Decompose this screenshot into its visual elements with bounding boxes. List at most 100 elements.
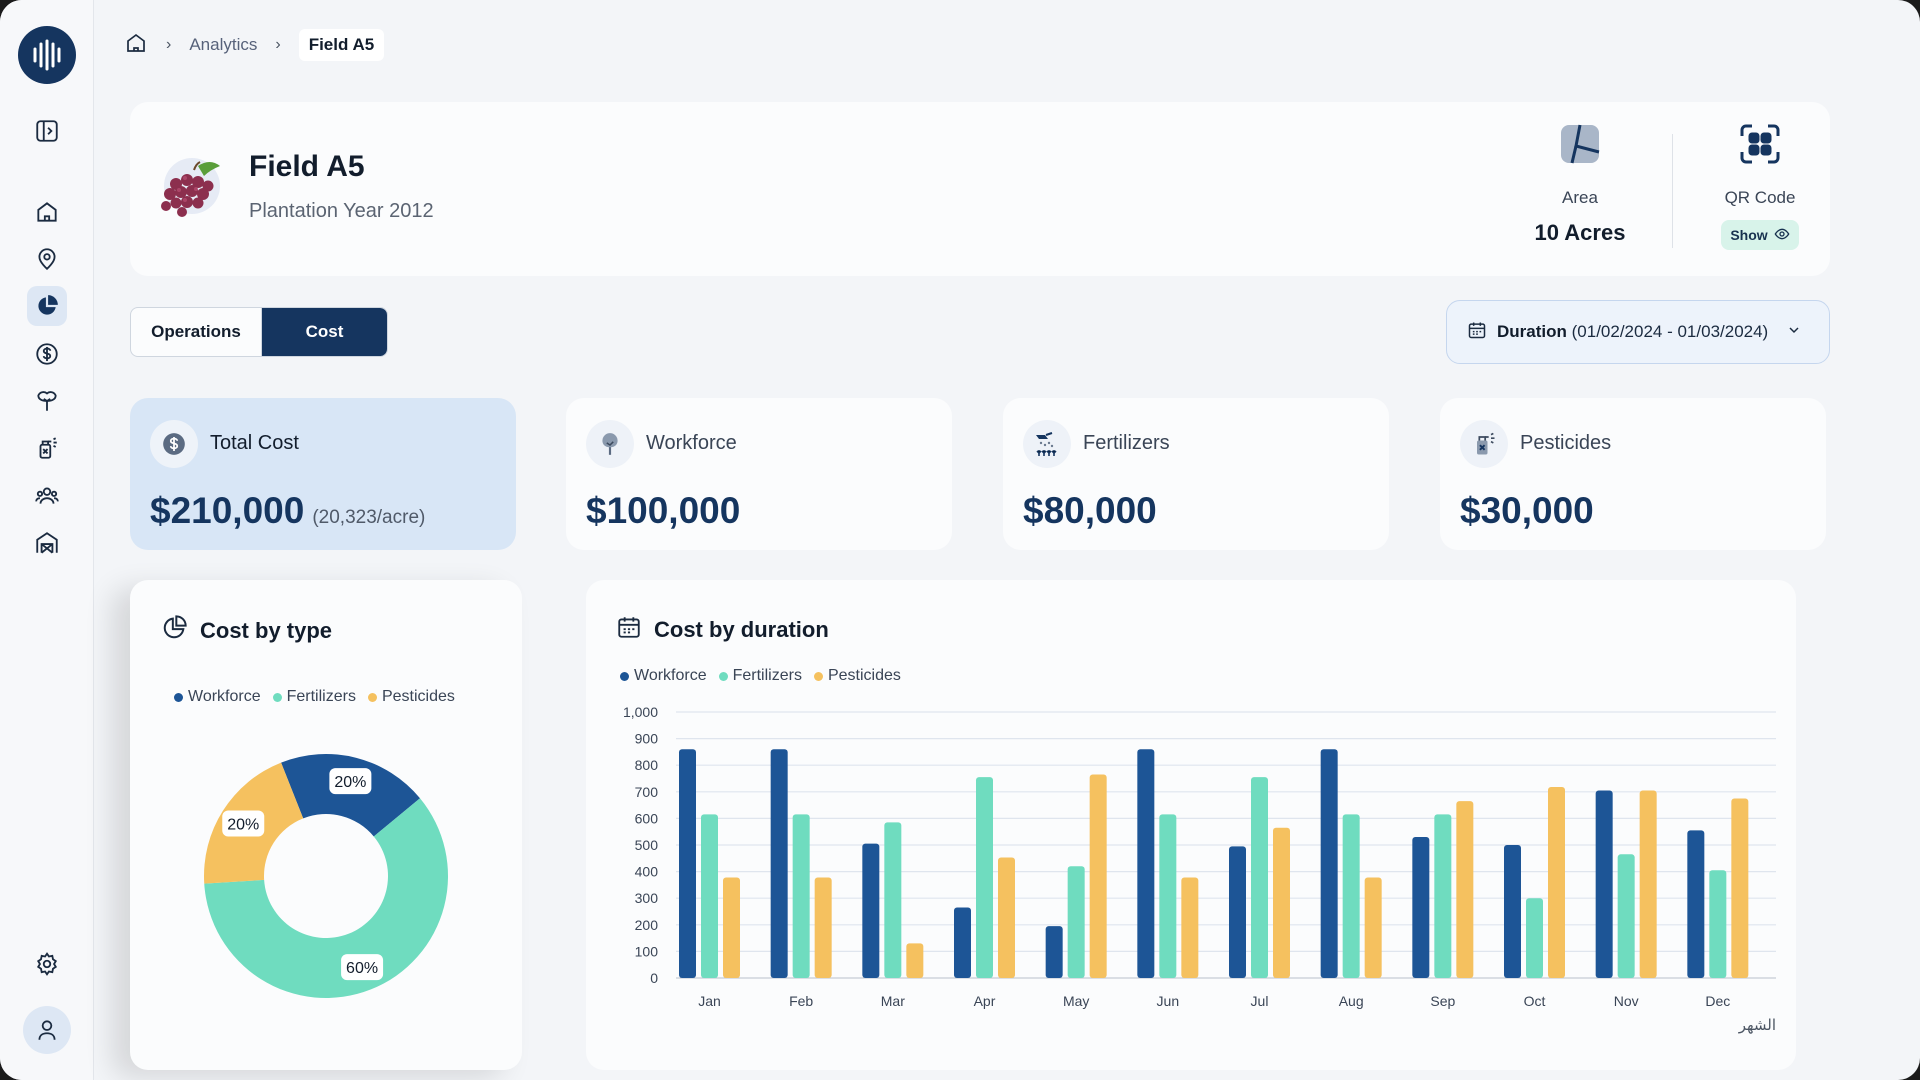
bar-legend: Workforce Fertilizers Pesticides xyxy=(620,667,901,685)
bar-workforce-dec[interactable] xyxy=(1687,830,1705,978)
y-tick-label: 100 xyxy=(635,943,659,959)
tab-operations[interactable]: Operations xyxy=(131,308,262,356)
bar-workforce-jul[interactable] xyxy=(1229,846,1246,978)
chevron-down-icon xyxy=(1786,322,1802,343)
bar-pesticides-jun[interactable] xyxy=(1181,877,1199,978)
pie-legend-item[interactable]: Fertilizers xyxy=(272,688,356,706)
qr-code-label: QR Code xyxy=(1724,188,1796,207)
barn-icon[interactable] xyxy=(27,523,67,563)
bar-fertilizers-oct[interactable] xyxy=(1526,898,1543,978)
breadcrumb-analytics[interactable]: Analytics xyxy=(189,35,258,54)
pesticides-card: Pesticides $30,000 xyxy=(1440,398,1826,550)
legend-dot xyxy=(272,692,282,702)
x-tick-label: Mar xyxy=(881,993,905,1009)
pesticides-value: $30,000 xyxy=(1460,490,1594,531)
qr-code-icon xyxy=(1738,122,1782,166)
y-tick-label: 600 xyxy=(635,810,659,826)
gear-icon[interactable] xyxy=(27,944,67,984)
pie-legend-item[interactable]: Pesticides xyxy=(367,688,455,706)
legend-label: Pesticides xyxy=(827,667,901,684)
bar-workforce-mar[interactable] xyxy=(862,843,880,978)
tree-icon xyxy=(586,420,634,468)
y-tick-label: 200 xyxy=(635,917,659,933)
bar-fertilizers-dec[interactable] xyxy=(1709,870,1727,978)
bar-workforce-apr[interactable] xyxy=(954,907,971,978)
breadcrumb-current: Field A5 xyxy=(298,29,385,61)
bar-workforce-nov[interactable] xyxy=(1595,790,1613,978)
total-cost-amount: $210,000 xyxy=(150,490,305,531)
duration-label: Duration xyxy=(1497,322,1567,341)
pie-label: 60% xyxy=(341,954,384,981)
bar-workforce-jan[interactable] xyxy=(679,749,696,978)
bar-workforce-feb[interactable] xyxy=(770,749,788,978)
bar-fertilizers-jul[interactable] xyxy=(1251,777,1268,978)
bar-legend-item[interactable]: Workforce xyxy=(620,667,707,685)
bar-fertilizers-jun[interactable] xyxy=(1159,814,1177,978)
x-tick-label: Oct xyxy=(1524,993,1546,1009)
cost-by-duration-card: Cost by duration Workforce Fertilizers Pes… xyxy=(586,580,1796,1070)
bar-pesticides-sep[interactable] xyxy=(1456,801,1474,978)
bar-fertilizers-may[interactable] xyxy=(1067,866,1085,978)
bar-pesticides-aug[interactable] xyxy=(1364,877,1382,978)
svg-text:20%: 20% xyxy=(334,774,366,791)
bar-pesticides-feb[interactable] xyxy=(814,877,832,978)
calendar-icon xyxy=(1467,320,1487,345)
bar-fertilizers-sep[interactable] xyxy=(1434,814,1452,978)
show-qr-button[interactable]: Show xyxy=(1721,220,1799,250)
bar-workforce-may[interactable] xyxy=(1045,926,1063,978)
bar-pesticides-nov[interactable] xyxy=(1639,790,1657,978)
bar-fertilizers-apr[interactable] xyxy=(976,777,993,978)
sprayer-icon[interactable] xyxy=(27,428,67,468)
pie-chart-icon[interactable] xyxy=(27,286,67,326)
bar-pesticides-apr[interactable] xyxy=(998,857,1015,978)
home-icon[interactable] xyxy=(124,31,148,60)
bar-chart: 0 100 200 300 400 500 600 700 800 900 1,000 Jan Feb M… xyxy=(623,704,1776,1009)
logo-icon[interactable] xyxy=(18,26,76,84)
dollar-icon[interactable] xyxy=(27,334,67,374)
cost-by-duration-title: Cost by duration xyxy=(616,614,829,646)
bar-legend-item[interactable]: Pesticides xyxy=(813,667,901,685)
bar-pesticides-oct[interactable] xyxy=(1548,787,1565,978)
bar-pesticides-mar[interactable] xyxy=(906,943,924,978)
users-icon[interactable] xyxy=(27,476,67,516)
page-title: Field A5 xyxy=(249,150,365,183)
y-tick-label: 300 xyxy=(635,890,659,906)
pie-slice-workforce[interactable] xyxy=(281,754,421,837)
sidebar xyxy=(0,0,94,1080)
user-icon[interactable] xyxy=(23,1006,71,1054)
bar-fertilizers-aug[interactable] xyxy=(1342,814,1360,978)
calendar-icon xyxy=(616,614,642,646)
duration-dropdown[interactable]: Duration (01/02/2024 - 01/03/2024) xyxy=(1446,300,1830,364)
legend-label: Pesticides xyxy=(381,688,455,705)
chevron-right-icon: › xyxy=(275,36,281,53)
x-tick-label: May xyxy=(1063,993,1089,1009)
pesticides-label: Pesticides xyxy=(1520,432,1612,454)
bar-workforce-aug[interactable] xyxy=(1320,749,1338,978)
bar-workforce-sep[interactable] xyxy=(1412,837,1430,978)
pie-legend-item[interactable]: Workforce xyxy=(174,688,261,706)
area-map-icon xyxy=(1558,122,1602,166)
bar-pesticides-dec[interactable] xyxy=(1731,798,1749,978)
bar-workforce-oct[interactable] xyxy=(1504,845,1521,978)
bar-fertilizers-mar[interactable] xyxy=(884,822,902,978)
bar-legend-item[interactable]: Fertilizers xyxy=(718,667,802,685)
bar-fertilizers-jan[interactable] xyxy=(701,814,718,978)
y-tick-label: 400 xyxy=(635,864,659,880)
bar-pesticides-jan[interactable] xyxy=(723,877,740,978)
bar-pesticides-may[interactable] xyxy=(1089,774,1107,978)
x-tick-label: Dec xyxy=(1705,993,1730,1009)
home-icon[interactable] xyxy=(27,192,67,232)
workforce-value: $100,000 xyxy=(586,490,741,531)
location-pin-icon[interactable] xyxy=(27,239,67,279)
tab-cost[interactable]: Cost xyxy=(261,308,387,356)
plant-icon[interactable] xyxy=(27,381,67,421)
bar-fertilizers-feb[interactable] xyxy=(792,814,810,978)
x-tick-label: Jul xyxy=(1251,993,1269,1009)
cost-by-type-card: Cost by type Workforce Fertilizers Pestici… xyxy=(130,580,522,1070)
bar-workforce-jun[interactable] xyxy=(1137,749,1155,978)
grapes-image xyxy=(154,156,226,222)
pie-slice-fertilizers[interactable] xyxy=(204,798,448,998)
bar-fertilizers-nov[interactable] xyxy=(1617,854,1635,978)
collapse-sidebar-icon[interactable] xyxy=(27,111,67,151)
bar-pesticides-jul[interactable] xyxy=(1273,827,1290,978)
